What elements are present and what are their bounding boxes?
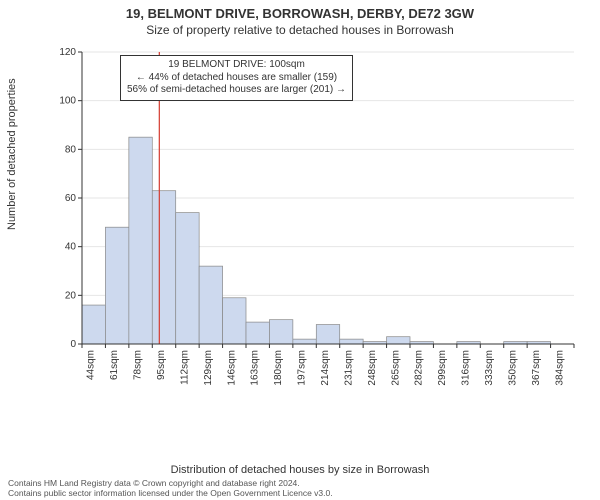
svg-text:146sqm: 146sqm bbox=[226, 350, 237, 386]
svg-text:231sqm: 231sqm bbox=[343, 350, 354, 386]
x-axis-label: Distribution of detached houses by size … bbox=[0, 464, 600, 476]
svg-text:265sqm: 265sqm bbox=[390, 350, 401, 386]
svg-text:367sqm: 367sqm bbox=[531, 350, 542, 386]
svg-text:214sqm: 214sqm bbox=[320, 350, 331, 386]
svg-text:282sqm: 282sqm bbox=[414, 350, 425, 386]
annotation-line-1: 19 BELMONT DRIVE: 100sqm bbox=[127, 59, 346, 72]
svg-text:95sqm: 95sqm bbox=[156, 350, 167, 380]
svg-text:180sqm: 180sqm bbox=[273, 350, 284, 386]
svg-text:0: 0 bbox=[70, 339, 76, 350]
svg-text:248sqm: 248sqm bbox=[367, 350, 378, 386]
svg-text:100: 100 bbox=[59, 96, 76, 107]
svg-text:350sqm: 350sqm bbox=[507, 350, 518, 386]
svg-text:40: 40 bbox=[65, 242, 77, 253]
annotation-line-3: 56% of semi-detached houses are larger (… bbox=[127, 84, 346, 97]
annotation-box: 19 BELMONT DRIVE: 100sqm ← 44% of detach… bbox=[120, 55, 353, 101]
svg-text:60: 60 bbox=[65, 193, 77, 204]
footer-attribution: Contains HM Land Registry data © Crown c… bbox=[8, 479, 333, 498]
svg-text:61sqm: 61sqm bbox=[109, 350, 120, 380]
y-axis-label: Number of detached properties bbox=[6, 78, 18, 230]
footer-line-2: Contains public sector information licen… bbox=[8, 489, 333, 498]
page-title: 19, BELMONT DRIVE, BORROWASH, DERBY, DE7… bbox=[0, 0, 600, 21]
svg-text:44sqm: 44sqm bbox=[86, 350, 97, 380]
svg-text:163sqm: 163sqm bbox=[250, 350, 261, 386]
svg-text:120: 120 bbox=[59, 48, 76, 58]
svg-text:129sqm: 129sqm bbox=[203, 350, 214, 386]
page-subtitle: Size of property relative to detached ho… bbox=[0, 21, 600, 37]
svg-text:112sqm: 112sqm bbox=[179, 350, 190, 385]
annotation-line-2: ← 44% of detached houses are smaller (15… bbox=[127, 72, 346, 85]
svg-text:316sqm: 316sqm bbox=[461, 350, 472, 386]
svg-text:333sqm: 333sqm bbox=[484, 350, 495, 386]
svg-text:197sqm: 197sqm bbox=[297, 350, 308, 386]
chart-container: 19, BELMONT DRIVE, BORROWASH, DERBY, DE7… bbox=[0, 0, 600, 500]
svg-text:20: 20 bbox=[65, 290, 77, 301]
svg-text:299sqm: 299sqm bbox=[437, 350, 448, 386]
histogram-plot: 0 20 40 60 80 100 120 44sqm 61sqm 78sqm 95sqm 112sq… bbox=[58, 48, 578, 400]
svg-text:78sqm: 78sqm bbox=[133, 350, 144, 380]
svg-text:384sqm: 384sqm bbox=[554, 350, 565, 386]
svg-text:80: 80 bbox=[65, 144, 77, 155]
